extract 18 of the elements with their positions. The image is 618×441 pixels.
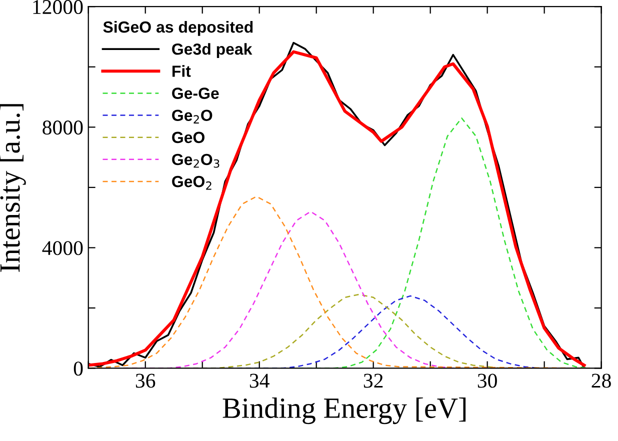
legend-label: Fit	[172, 65, 191, 77]
x-tick-label: 36	[136, 374, 156, 388]
y-tick-label: 0	[74, 362, 83, 376]
legend-label: Ge-Ge	[172, 88, 219, 99]
legend-label: GeO$_{2}$	[172, 176, 212, 190]
y-tick-label: 12000	[33, 0, 83, 14]
legend-label: GeO	[172, 132, 204, 144]
legend-label: Ge$_{2}$O$_{3}$	[172, 154, 220, 168]
x-axis-title: Binding Energy [eV]	[222, 398, 466, 424]
y-tick-label: 4000	[42, 241, 83, 256]
legend-label: Ge$_{2}$O	[172, 110, 212, 124]
legend-label: Ge3d peak	[172, 43, 252, 58]
x-tick-label: 30	[478, 374, 497, 388]
legend-title: SiGeO as deposited	[103, 20, 253, 36]
y-tick-label: 8000	[42, 120, 83, 135]
x-tick-label: 34	[250, 374, 270, 388]
x-tick-label: 28	[592, 374, 611, 388]
x-tick-label: 32	[364, 374, 383, 388]
